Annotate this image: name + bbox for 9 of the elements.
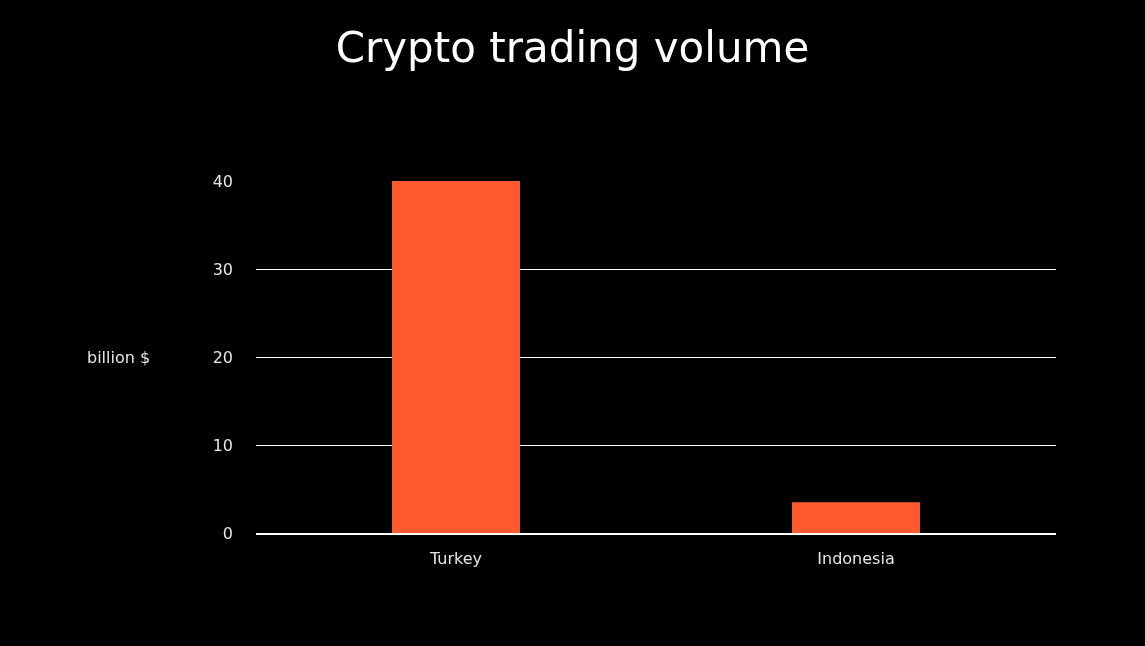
y-axis-title: billion $ [87,348,151,367]
chart-title: Crypto trading volume [335,22,810,72]
y-tick-label: 20 [212,347,233,367]
y-tick-label: 40 [212,171,233,191]
y-tick-label: 0 [222,523,233,543]
y-tick-label: 10 [212,435,233,455]
x-tick-label: Turkey [428,548,483,568]
x-tick-label: Indonesia [817,548,895,568]
y-tick-label: 30 [212,259,233,279]
